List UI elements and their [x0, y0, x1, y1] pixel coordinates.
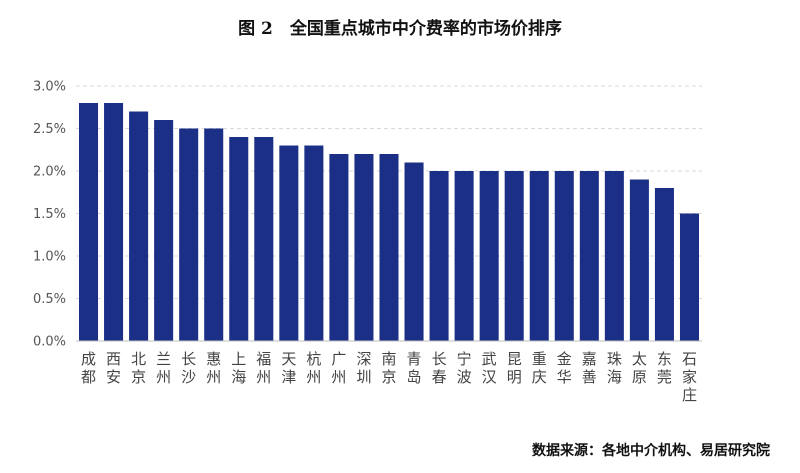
- bar-15: [454, 171, 474, 341]
- x-category-label: 武汉: [482, 350, 497, 386]
- bar-22: [629, 179, 649, 341]
- bar-11: [354, 154, 374, 341]
- x-category-label: 重庆: [532, 350, 547, 386]
- source-note: 数据来源：各地中介机构、易居研究院: [532, 443, 770, 459]
- bar-16: [479, 171, 499, 341]
- x-category-label: 长沙: [181, 350, 196, 386]
- bar-5: [204, 128, 224, 341]
- x-category-label: 成都: [81, 350, 96, 386]
- bar-17: [504, 171, 524, 341]
- bar-23: [654, 188, 674, 341]
- y-tick-label: 1.0%: [33, 250, 66, 265]
- x-category-label: 福州: [256, 350, 271, 386]
- x-category-label: 北京: [131, 350, 146, 386]
- bar-8: [279, 145, 299, 341]
- x-category-label: 嘉善: [582, 350, 597, 386]
- bar-21: [604, 171, 624, 341]
- x-category-label: 珠海: [607, 350, 622, 386]
- bar-1: [104, 103, 124, 341]
- x-category-label: 太原: [632, 350, 647, 386]
- x-category-label: 昆明: [507, 350, 522, 386]
- x-category-label: 宁波: [457, 350, 472, 386]
- bar-24: [679, 213, 699, 341]
- y-tick-label: 2.5%: [33, 122, 66, 137]
- x-category-label: 深圳: [356, 350, 371, 386]
- y-tick-label: 2.0%: [33, 165, 66, 180]
- bar-19: [554, 171, 574, 341]
- y-tick-label: 0.5%: [33, 292, 66, 307]
- bar-18: [529, 171, 549, 341]
- x-category-label: 天津: [281, 350, 296, 386]
- y-tick-label: 1.5%: [33, 207, 66, 222]
- y-tick-label: 0.0%: [33, 335, 66, 350]
- x-category-label: 金华: [557, 350, 572, 386]
- x-category-label: 杭州: [306, 350, 321, 386]
- x-category-label: 东莞: [657, 350, 672, 386]
- bar-13: [404, 162, 424, 341]
- x-category-label: 惠州: [206, 350, 221, 386]
- bar-7: [254, 137, 274, 341]
- x-category-label: 广州: [331, 350, 346, 386]
- x-category-label: 西安: [106, 350, 121, 386]
- bar-6: [229, 137, 249, 341]
- bar-12: [379, 154, 399, 341]
- bar-0: [79, 103, 99, 341]
- bar-3: [154, 120, 174, 341]
- x-category-label: 南京: [381, 350, 396, 386]
- chart-title: 图 2 全国重点城市中介费率的市场价排序: [238, 19, 562, 39]
- bar-14: [429, 171, 449, 341]
- bar-4: [179, 128, 199, 341]
- bar-10: [329, 154, 349, 341]
- bar-2: [129, 111, 149, 341]
- y-axis-ticks: 0.0% 0.5% 1.0% 1.5% 2.0% 2.5% 3.0%: [33, 80, 66, 350]
- bars: [79, 103, 699, 341]
- bar-9: [304, 145, 324, 341]
- x-category-label: 青岛: [407, 350, 422, 386]
- x-category-label: 长春: [432, 350, 447, 386]
- bar-20: [579, 171, 599, 341]
- x-axis-categories: 成都西安北京兰州长沙惠州上海福州天津杭州广州深圳南京青岛长春宁波武汉昆明重庆金华…: [81, 350, 697, 404]
- x-category-label: 兰州: [156, 350, 171, 386]
- x-category-label: 上海: [231, 350, 246, 386]
- x-category-label: 石家庄: [682, 350, 697, 404]
- y-tick-label: 3.0%: [33, 80, 66, 95]
